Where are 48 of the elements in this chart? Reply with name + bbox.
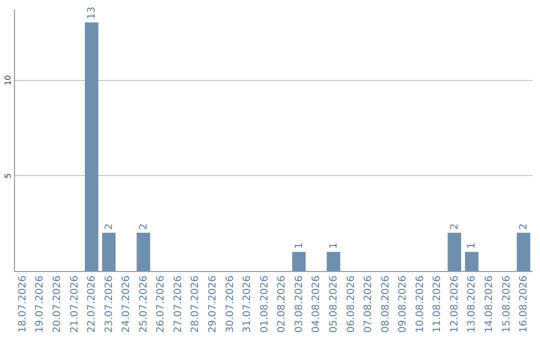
x-tick-label: 09.08.2026: [398, 276, 409, 333]
x-tick-label: 19.07.2026: [34, 276, 46, 333]
x-tick-label: 30.07.2026: [224, 276, 236, 333]
y-tick-label: 10: [4, 75, 12, 86]
x-tick-label: 01.08.2026: [259, 276, 270, 333]
x-tick-label: 13.08.2026: [466, 276, 478, 333]
x-tick-label: 11.08.2026: [432, 276, 444, 333]
bar: [292, 252, 306, 271]
x-tick-label: 14.08.2026: [484, 276, 495, 333]
x-tick-label: 10.08.2026: [414, 276, 426, 333]
bar: [448, 232, 462, 271]
bar: [326, 252, 340, 271]
data-label: 2: [518, 223, 530, 230]
x-tick-label: 02.08.2026: [276, 276, 288, 333]
data-label: 2: [138, 223, 150, 230]
x-tick-label: 21.07.2026: [69, 276, 80, 333]
data-label: 13: [86, 6, 98, 20]
bar: [464, 252, 478, 271]
data-label: 1: [466, 242, 478, 249]
data-label: 2: [449, 223, 460, 230]
x-tick-label: 24.07.2026: [121, 276, 132, 333]
bar: [516, 232, 530, 271]
x-tick-label: 03.08.2026: [294, 276, 305, 333]
bar: [136, 232, 150, 271]
x-tick-label: 20.07.2026: [52, 276, 64, 333]
x-tick-label: 25.07.2026: [138, 276, 150, 333]
x-tick-label: 26.07.2026: [156, 276, 167, 333]
x-tick-label: 08.08.2026: [380, 276, 392, 333]
x-tick-label: 12.08.2026: [449, 276, 460, 333]
x-tick-label: 31.07.2026: [242, 276, 254, 333]
x-tick-label: 22.07.2026: [86, 276, 98, 333]
data-label: 1: [328, 242, 340, 249]
x-tick-label: 23.07.2026: [104, 276, 115, 333]
x-tick-label: 27.07.2026: [172, 276, 184, 333]
x-tick-label: 16.08.2026: [518, 276, 530, 333]
x-tick-label: 15.08.2026: [501, 276, 512, 333]
x-tick-label: 07.08.2026: [363, 276, 374, 333]
x-tick-label: 06.08.2026: [346, 276, 357, 333]
x-tick-label: 29.07.2026: [208, 276, 219, 333]
x-tick-label: 18.07.2026: [17, 276, 28, 333]
x-tick-label: 04.08.2026: [311, 276, 322, 333]
bar: [84, 22, 98, 271]
bar: [102, 232, 116, 271]
data-label: 2: [104, 223, 115, 230]
x-tick-label: 05.08.2026: [328, 276, 340, 333]
x-tick-label: 28.07.2026: [190, 276, 202, 333]
data-label: 1: [294, 242, 305, 249]
y-tick-label: 5: [4, 173, 12, 178]
